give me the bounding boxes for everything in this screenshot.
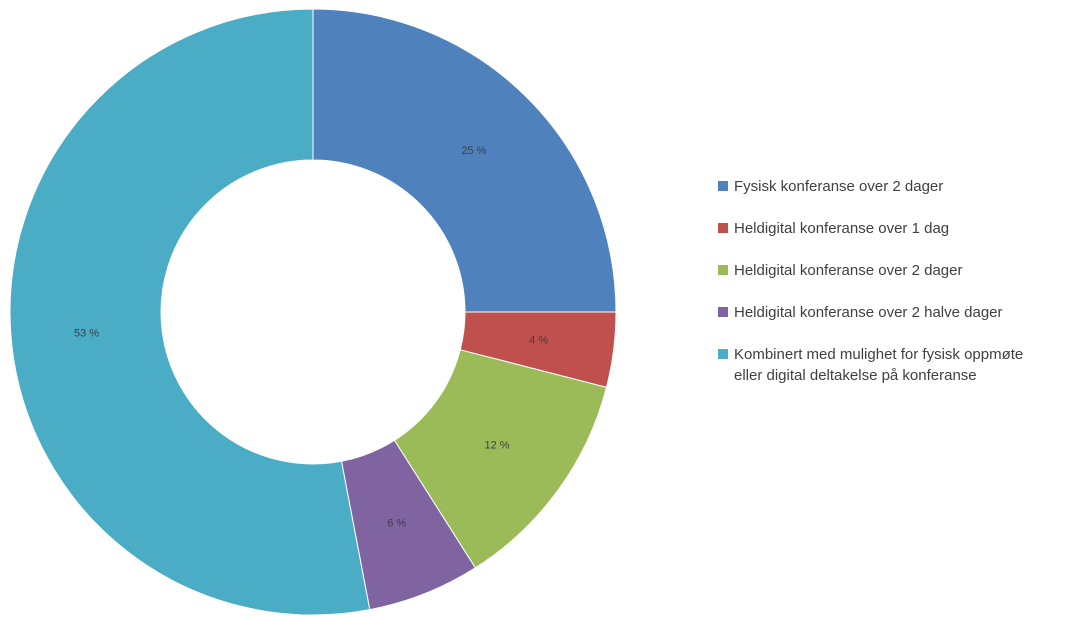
legend-label: Heldigital konferanse over 2 dager bbox=[734, 262, 963, 279]
slice-0 bbox=[312, 8, 617, 313]
slice-label-2: 12 % bbox=[485, 440, 510, 452]
legend-label: Kombinert med mulighet for fysisk oppmøt… bbox=[734, 346, 1024, 384]
legend-label: Fysisk konferanse over 2 dager bbox=[734, 178, 944, 195]
slice-label-1: 4 % bbox=[529, 334, 548, 346]
donut-svg: 25 % 4 % 12 % 6 % 53 % bbox=[9, 8, 617, 616]
slice-4 bbox=[9, 8, 371, 616]
legend-swatch bbox=[718, 223, 728, 233]
legend-item-fysisk-2-dager: Fysisk konferanse over 2 dager bbox=[718, 176, 1088, 197]
legend-swatch bbox=[718, 265, 728, 275]
legend-item-kombinert: Kombinert med mulighet for fysisk oppmøt… bbox=[718, 344, 1088, 386]
legend-item-heldigital-2-halve-dager: Heldigital konferanse over 2 halve dager bbox=[718, 302, 1088, 323]
legend-item-heldigital-2-dager: Heldigital konferanse over 2 dager bbox=[718, 260, 1088, 281]
donut-chart: 25 % 4 % 12 % 6 % 53 % bbox=[9, 8, 617, 616]
legend-label: Heldigital konferanse over 1 dag bbox=[734, 220, 950, 237]
legend-item-heldigital-1-dag: Heldigital konferanse over 1 dag bbox=[718, 218, 1088, 239]
slice-label-4: 53 % bbox=[74, 327, 99, 339]
legend-swatch bbox=[718, 307, 728, 317]
legend-swatch bbox=[718, 181, 728, 191]
legend-swatch bbox=[718, 349, 728, 359]
slice-label-0: 25 % bbox=[461, 145, 486, 157]
legend-label: Heldigital konferanse over 2 halve dager bbox=[734, 304, 1003, 321]
slice-label-3: 6 % bbox=[387, 517, 406, 529]
legend: Fysisk konferanse over 2 dager Heldigita… bbox=[718, 176, 1088, 407]
